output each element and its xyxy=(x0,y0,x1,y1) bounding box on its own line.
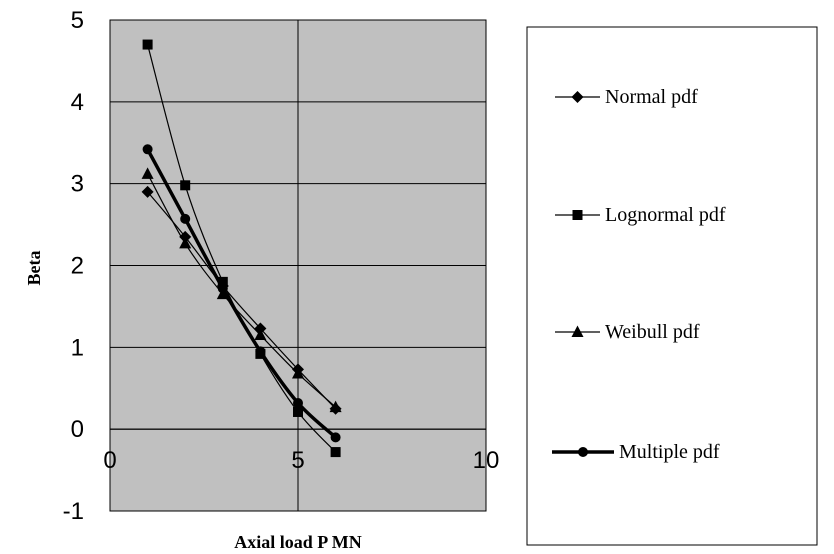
legend-label: Lognormal pdf xyxy=(605,204,726,226)
legend-label: Multiple pdf xyxy=(619,441,720,463)
x-axis-title: Axial load P MN xyxy=(234,532,362,552)
data-point xyxy=(330,432,341,443)
series-circle xyxy=(142,144,341,443)
legend-marker xyxy=(578,447,588,457)
data-point xyxy=(217,276,228,287)
y-tick-labels: -1 0 1 2 3 4 5 xyxy=(63,7,84,525)
legend-item: Multiple pdf xyxy=(552,441,720,463)
legend-marker xyxy=(572,210,583,220)
legend-box xyxy=(526,26,818,546)
legend-marker xyxy=(571,91,584,103)
legend-marker xyxy=(571,325,584,337)
data-point xyxy=(180,213,191,224)
legend-item: Normal pdf xyxy=(555,86,698,108)
x-axis-line xyxy=(109,428,487,436)
series-layer xyxy=(141,39,342,458)
y-tick-label: 2 xyxy=(71,253,84,280)
data-point xyxy=(330,447,341,458)
data-point xyxy=(180,180,191,191)
y-tick-label: 3 xyxy=(71,171,84,198)
data-point xyxy=(179,236,192,249)
data-point xyxy=(254,328,267,341)
data-point xyxy=(179,230,192,243)
y-tick-label: 0 xyxy=(71,416,84,443)
data-point xyxy=(255,346,266,357)
data-point xyxy=(141,167,154,179)
y-tick-label: 1 xyxy=(71,334,84,361)
data-point xyxy=(217,283,228,294)
legend-label: Weibull pdf xyxy=(605,321,700,343)
x-tick-label: 5 xyxy=(291,447,304,474)
y-axis-title: Beta xyxy=(24,251,44,286)
data-point xyxy=(142,39,153,50)
y-tick-label: 5 xyxy=(71,7,84,34)
series-line xyxy=(147,191,337,410)
x-tick-labels: 0 5 10 xyxy=(103,447,499,474)
legend-label: Normal pdf xyxy=(605,86,698,108)
x-tick-label: 0 xyxy=(103,447,116,474)
y-tick-label: -1 xyxy=(63,498,84,525)
legend-item: Weibull pdf xyxy=(555,321,700,343)
data-point xyxy=(142,144,153,155)
legend: Normal pdf Lognormal pdf Weibull pdf Multip… xyxy=(552,86,726,463)
x-tick-label: 10 xyxy=(473,447,500,474)
data-point xyxy=(292,367,304,379)
y-tick-label: 4 xyxy=(71,89,84,116)
legend-item: Lognormal pdf xyxy=(555,204,726,226)
data-point xyxy=(293,397,303,408)
data-point xyxy=(141,185,154,198)
data-point xyxy=(329,400,342,413)
data-point xyxy=(293,406,303,417)
